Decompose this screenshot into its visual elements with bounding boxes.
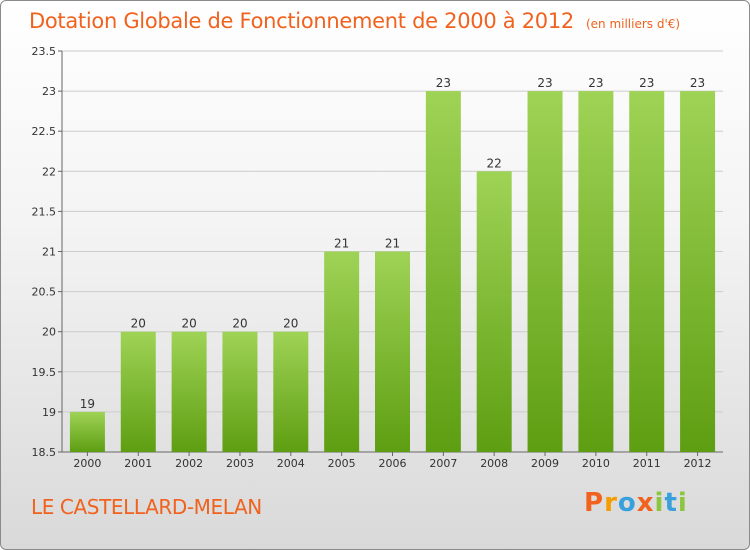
bar <box>476 171 512 453</box>
data-label: 21 <box>385 237 400 251</box>
bar <box>629 91 665 452</box>
x-tick-label: 2005 <box>328 457 356 470</box>
x-tick-label: 2009 <box>531 457 559 470</box>
x-tick-label: 2000 <box>73 457 101 470</box>
logo-letter: r <box>604 488 618 518</box>
bar <box>527 91 563 452</box>
x-tick-label: 2001 <box>124 457 152 470</box>
chart-title: Dotation Globale de Fonctionnement de 20… <box>29 9 680 33</box>
logo-letter: i <box>654 488 665 518</box>
x-tick-label: 2002 <box>175 457 203 470</box>
proxiti-logo[interactable]: Proxiti <box>584 488 688 518</box>
y-tick-label: 20 <box>42 326 56 339</box>
data-label: 20 <box>131 317 146 331</box>
x-tick-label: 2010 <box>582 457 610 470</box>
y-tick-label: 23 <box>42 85 56 98</box>
data-label: 22 <box>487 156 502 170</box>
data-label: 19 <box>80 397 95 411</box>
y-tick-label: 19.5 <box>32 366 57 379</box>
bar <box>578 91 614 452</box>
data-label: 20 <box>283 317 298 331</box>
bar <box>69 411 105 452</box>
y-tick-label: 20.5 <box>32 286 57 299</box>
y-tick-label: 22 <box>42 165 56 178</box>
bar <box>222 331 258 452</box>
x-tick-label: 2006 <box>379 457 407 470</box>
x-tick-label: 2007 <box>429 457 457 470</box>
bar <box>324 251 360 452</box>
x-tick-label: 2008 <box>480 457 508 470</box>
logo-letter: i <box>677 488 688 518</box>
data-label: 23 <box>537 76 552 90</box>
data-label: 23 <box>588 76 603 90</box>
y-tick-label: 21.5 <box>32 205 57 218</box>
data-label: 23 <box>436 76 451 90</box>
data-label: 23 <box>690 76 705 90</box>
bar <box>425 91 461 452</box>
data-label: 21 <box>334 237 349 251</box>
y-tick-label: 21 <box>42 246 56 259</box>
location-name: LE CASTELLARD-MELAN <box>31 495 262 519</box>
data-label: 20 <box>181 317 196 331</box>
unit-note: (en milliers d'€) <box>585 17 681 31</box>
logo-letter: P <box>584 488 605 518</box>
bar <box>171 331 207 452</box>
bar <box>273 331 309 452</box>
y-tick-label: 19 <box>42 406 56 419</box>
logo-letter: x <box>636 488 655 518</box>
y-tick-label: 23.5 <box>32 45 57 58</box>
bar <box>120 331 156 452</box>
title-text: Dotation Globale de Fonctionnement de 20… <box>29 9 574 33</box>
bars: 19 20 20 20 20 21 21 23 22 23 23 23 23 <box>69 76 716 453</box>
x-tick-label: 2011 <box>633 457 661 470</box>
logo-letter: t <box>664 488 678 518</box>
data-label: 20 <box>232 317 247 331</box>
data-label: 23 <box>639 76 654 90</box>
x-tick-label: 2012 <box>684 457 712 470</box>
y-tick-label: 22.5 <box>32 125 57 138</box>
bar <box>375 251 410 452</box>
y-tick-label: 18.5 <box>32 446 57 459</box>
x-tick-label: 2004 <box>277 457 305 470</box>
x-tick-label: 2003 <box>226 457 254 470</box>
logo-letter: o <box>617 488 637 518</box>
bar <box>680 91 716 452</box>
